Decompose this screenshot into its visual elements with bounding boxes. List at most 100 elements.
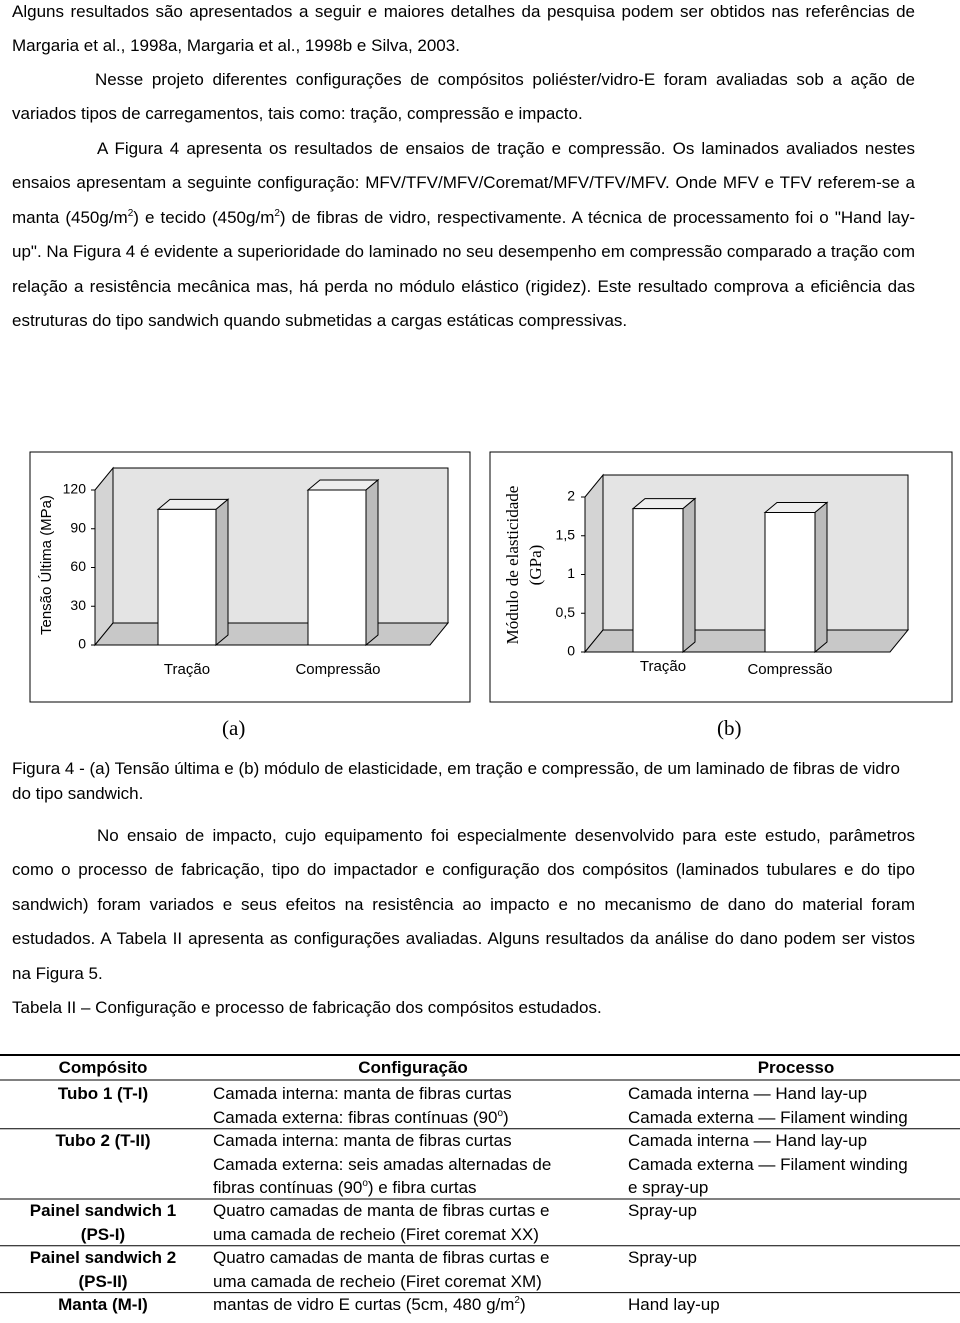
bar-front <box>157 508 217 646</box>
text-run: No ensaio de impacto, cujo equipamento f… <box>12 826 915 983</box>
side-wall <box>584 473 604 654</box>
y-axis-title: (GPa) <box>526 545 545 586</box>
text-run: A Figura 4 apresenta os resultados de en… <box>12 139 915 227</box>
chart-frame <box>489 451 953 703</box>
bar-front <box>764 512 816 653</box>
y-tick-label: 2 <box>567 488 575 504</box>
bar-side <box>682 497 696 654</box>
table-cell-line: Configuração <box>263 1056 563 1079</box>
table-cell-line: Processo <box>646 1056 946 1079</box>
superscript: 2 <box>274 207 280 219</box>
y-tick-label: 0,5 <box>556 604 576 620</box>
text-run: Hand lay-up <box>628 1294 720 1314</box>
text-run: Camada interna — Hand lay-up <box>628 1084 868 1104</box>
text-run: Processo <box>757 1058 835 1078</box>
bar <box>156 498 230 647</box>
y-tick-label: 0 <box>567 643 575 659</box>
y-axis-title: Módulo de elasticidade <box>503 486 522 645</box>
table-cell-line: Quatro camadas de manta de fibras curtas… <box>213 1199 549 1222</box>
figure-caption: Figura 4 - (a) Tensão última e (b) módul… <box>12 759 900 803</box>
table-cell-line: uma camada de recheio (Firet coremat XX) <box>213 1223 539 1246</box>
table-cell-line: e spray-up <box>628 1176 708 1199</box>
text-run: ) <box>519 1294 526 1314</box>
y-tick-label: 1 <box>567 565 575 581</box>
text-run: Quatro camadas de manta de fibras curtas… <box>213 1248 550 1268</box>
table-cell-line: fibras contínuas (90o) e fibra curtas <box>213 1176 477 1199</box>
table-cell-line: Compósito <box>0 1056 253 1079</box>
table-cell-line: Spray-up <box>628 1199 697 1222</box>
floor <box>93 622 450 646</box>
text-run: Camada externa: fibras contínuas (90 <box>213 1107 498 1127</box>
text-run: Spray-up <box>628 1248 697 1268</box>
text-run: Camada interna: manta de fibras curtas <box>213 1084 512 1104</box>
y-tick-label: 0 <box>78 636 86 652</box>
text-run: Quatro camadas de manta de fibras curtas… <box>213 1201 550 1221</box>
superscript: o <box>362 1177 368 1189</box>
x-tick-label: Tração <box>640 658 686 675</box>
y-tick-label: 1,5 <box>556 526 576 542</box>
panel-label: (b) <box>717 716 742 740</box>
y-tick-label: 60 <box>70 558 86 574</box>
table-cell-line: (PS-I) <box>0 1223 253 1246</box>
paragraph: Nesse projeto diferentes configurações d… <box>12 63 915 132</box>
text-run: Manta (M-I) <box>58 1294 148 1314</box>
text-run: Painel sandwich 2 <box>29 1248 177 1268</box>
table-cell-line: Painel sandwich 2 <box>0 1246 253 1269</box>
text-run: uma camada de recheio (Firet coremat XX) <box>213 1224 539 1244</box>
text-run: Alguns resultados são apresentados a seg… <box>12 2 915 56</box>
table-cell-line: (PS-II) <box>0 1270 253 1293</box>
bar <box>306 478 380 647</box>
table-cell-line: Camada interna: manta de fibras curtas <box>213 1129 512 1152</box>
table-cell-line: Camada interna: manta de fibras curtas <box>213 1082 512 1105</box>
text-run: Camada externa — Filament winding <box>628 1107 908 1127</box>
text-run: ) de fibras de vidro, respectivamente. A… <box>12 207 915 331</box>
text-run: Configuração <box>358 1058 468 1078</box>
y-tick-label: 30 <box>70 597 86 613</box>
text-run: uma camada de recheio (Firet coremat XM) <box>213 1271 542 1291</box>
text-run: Camada interna: manta de fibras curtas <box>213 1131 512 1151</box>
text-run: fibras contínuas (90 <box>213 1177 363 1197</box>
table-cell-line: Painel sandwich 1 <box>0 1199 253 1222</box>
y-tick-label: 90 <box>70 519 86 535</box>
table-cell-line: Hand lay-up <box>628 1293 720 1316</box>
text-run: mantas de vidro E curtas (5cm, 480 g/m <box>213 1294 515 1314</box>
text-run: ) e tecido (450g/m <box>133 207 275 227</box>
side-wall <box>94 466 114 647</box>
text-run: Camada interna — Hand lay-up <box>628 1131 868 1151</box>
table-cell-line: Camada externa — Filament winding <box>628 1153 908 1176</box>
x-tick-label: Compressão <box>747 661 832 678</box>
table-cell-line: Camada externa: fibras contínuas (90o) <box>213 1106 509 1129</box>
bar-side <box>814 501 828 654</box>
table-cell-line: Quatro camadas de manta de fibras curtas… <box>213 1246 549 1269</box>
table-cell-line: Spray-up <box>628 1246 697 1269</box>
table-cell-line: Camada interna — Hand lay-up <box>628 1129 867 1152</box>
bar <box>631 497 697 654</box>
text-run: Spray-up <box>628 1201 697 1221</box>
table-cell-line: Tubo 2 (T-II) <box>0 1129 253 1152</box>
bar-side <box>365 478 379 647</box>
text-run: ) e fibra curtas <box>367 1177 477 1197</box>
superscript: o <box>497 1107 503 1119</box>
y-tick-label: 120 <box>63 481 87 497</box>
table-caption: Tabela II – Configuração e processo de f… <box>12 998 602 1017</box>
text-run: (PS-II) <box>78 1271 128 1291</box>
bar-front <box>632 508 684 653</box>
table-cell-line: uma camada de recheio (Firet coremat XM) <box>213 1270 542 1293</box>
bar-front <box>307 489 367 646</box>
text-run: Tubo 1 (T-I) <box>57 1084 149 1104</box>
bar <box>763 501 829 654</box>
paragraph: No ensaio de impacto, cujo equipamento f… <box>12 819 915 991</box>
y-axis-title: Tensão Última (MPa) <box>38 495 55 635</box>
table-cell-line: Manta (M-I) <box>0 1293 253 1316</box>
table-cell-line: Camada interna — Hand lay-up <box>628 1082 867 1105</box>
paragraph: Alguns resultados são apresentados a seg… <box>12 0 915 64</box>
text-run: (PS-I) <box>80 1224 126 1244</box>
text-run: ) <box>503 1107 509 1127</box>
bar-side <box>215 498 229 647</box>
x-tick-label: Compressão <box>295 661 380 678</box>
text-run: Tubo 2 (T-II) <box>55 1131 151 1151</box>
x-tick-label: Tração <box>164 661 210 678</box>
paragraph: A Figura 4 apresenta os resultados de en… <box>12 132 915 338</box>
